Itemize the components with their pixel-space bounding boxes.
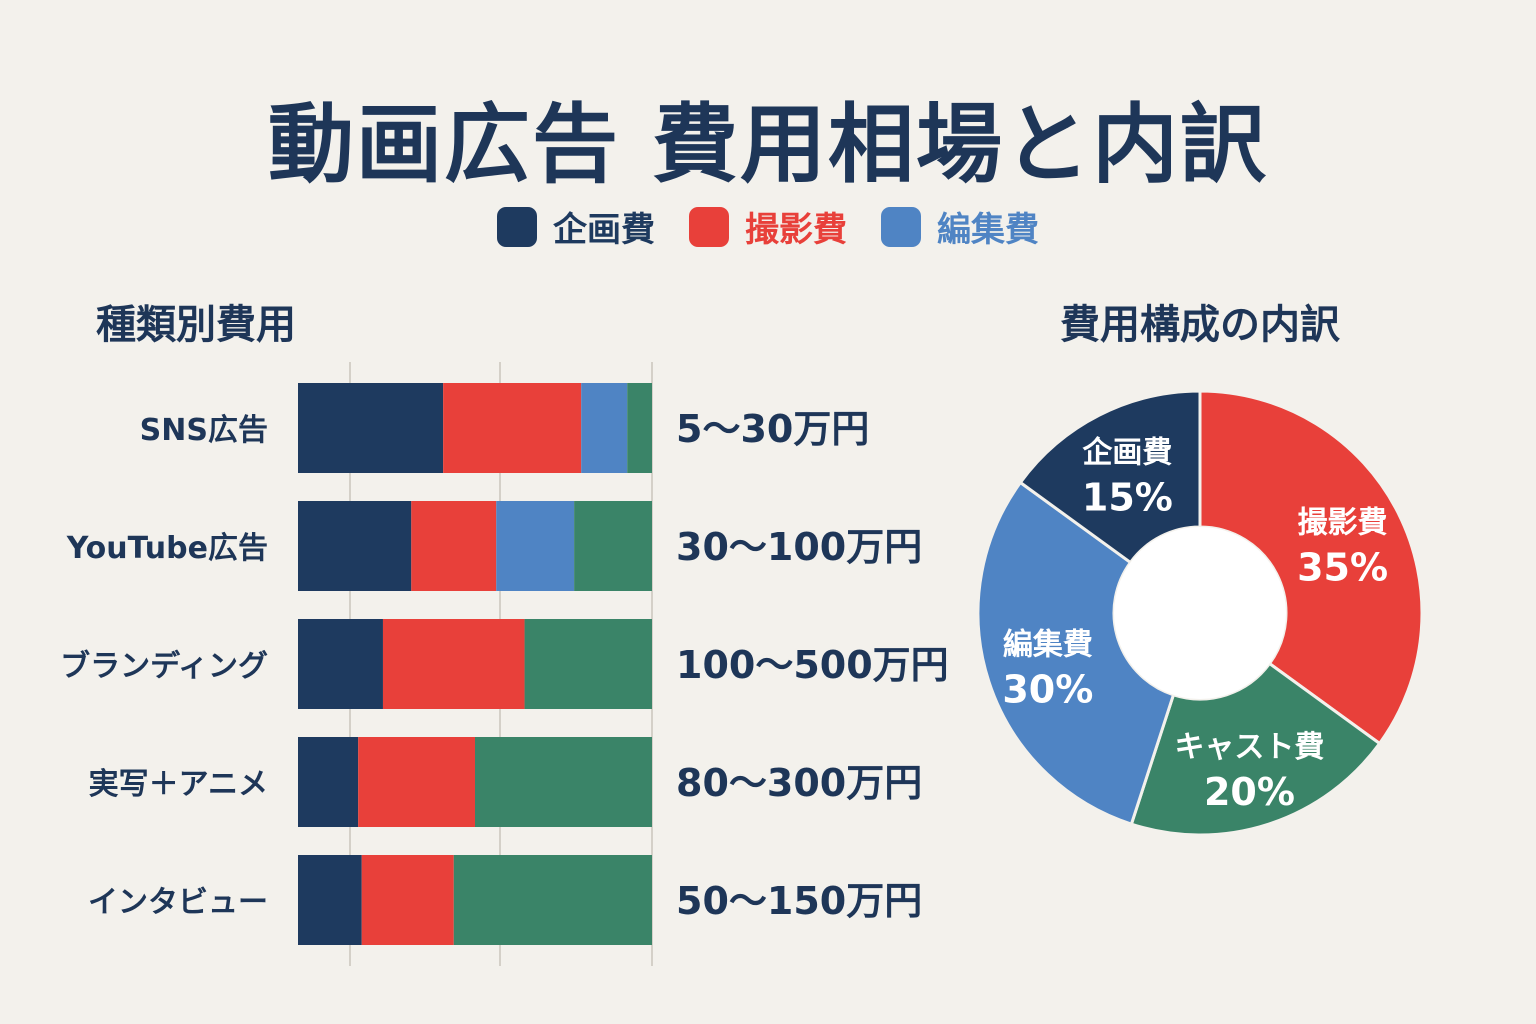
donut-slice	[1018, 389, 1202, 565]
donut-slice-label: キャスト費	[1174, 730, 1324, 765]
donut-slice	[1198, 389, 1424, 746]
bar-segment	[298, 855, 362, 945]
bar-category-label: 実写＋アニメ	[89, 767, 268, 802]
bar-category-label: SNS広告	[140, 413, 268, 448]
donut-slice-label: 撮影費	[1298, 505, 1388, 540]
page-title: 動画広告 費用相場と内訳	[268, 95, 1268, 195]
bar-segment	[475, 737, 652, 827]
donut-slice-label: 編集費	[1003, 627, 1093, 662]
bar-chart-title: 種類別費用	[96, 302, 296, 348]
legend: 企画費 撮影費 編集費	[0, 202, 1536, 251]
bar-segment	[298, 501, 412, 591]
bar-segment	[443, 383, 582, 473]
bar-segment	[524, 619, 652, 709]
bar-segment	[298, 737, 359, 827]
donut-chart-title: 費用構成の内訳	[1060, 302, 1340, 348]
legend-swatch-planning	[497, 206, 537, 247]
donut-slice-value: 35%	[1297, 545, 1388, 589]
bar-segment	[627, 383, 652, 473]
legend-label-editing: 編集費	[937, 210, 1039, 250]
legend-item-editing: 編集費	[881, 202, 1039, 251]
legend-item-planning: 企画費	[497, 202, 655, 251]
donut-slice-label: 企画費	[1082, 435, 1172, 470]
bar-category-label: インタビュー	[88, 885, 268, 920]
bar-price-label: 80〜300万円	[676, 761, 922, 805]
bar-category-label: YouTube広告	[66, 531, 268, 566]
bar-price-label: 30〜100万円	[676, 525, 922, 569]
donut-slice	[976, 480, 1176, 827]
bar-segment	[298, 619, 383, 709]
donut-slice-value: 20%	[1204, 770, 1295, 814]
bar-price-label: 50〜150万円	[676, 879, 922, 923]
legend-label-planning: 企画費	[553, 210, 655, 250]
bar-price-label: 100〜500万円	[676, 643, 949, 687]
bar-segment	[411, 501, 497, 591]
bar-segment	[382, 619, 525, 709]
donut-slice-value: 15%	[1082, 475, 1173, 519]
bar-segment	[574, 501, 652, 591]
legend-swatch-shooting	[689, 206, 729, 247]
legend-label-shooting: 撮影費	[745, 210, 847, 250]
bar-segment	[496, 501, 575, 591]
donut-hole	[1114, 527, 1286, 699]
bar-segment	[298, 383, 444, 473]
bar-segment	[581, 383, 628, 473]
bar-segment	[358, 737, 475, 827]
bar-price-label: 5〜30万円	[676, 407, 869, 451]
legend-swatch-editing	[881, 206, 921, 247]
bar-segment	[361, 855, 454, 945]
donut-slice	[1129, 661, 1382, 837]
bar-category-label: ブランディング	[60, 649, 268, 684]
donut-slice-value: 30%	[1002, 667, 1093, 711]
legend-item-shooting: 撮影費	[689, 202, 847, 251]
bar-segment	[453, 855, 652, 945]
